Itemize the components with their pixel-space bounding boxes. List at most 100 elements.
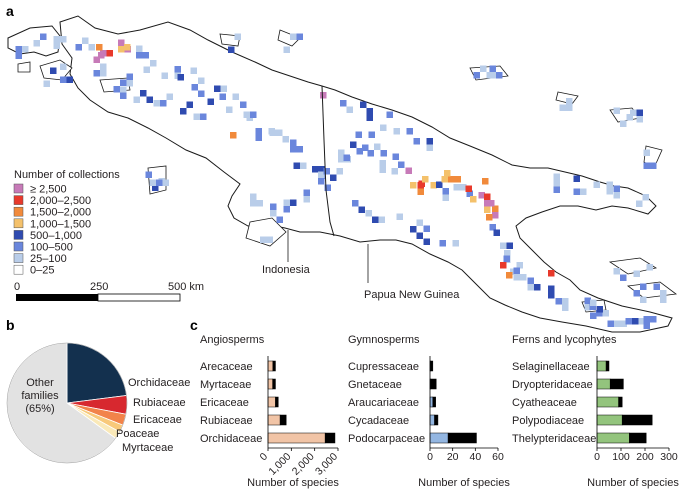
grid-cell [580,188,587,195]
grid-cell [660,290,667,297]
grid-cell [614,320,621,327]
grid-cell [324,184,331,191]
grid-cell [207,98,214,105]
grid-cell [633,270,640,277]
grid-cell [410,226,417,233]
grid-cell [355,131,362,138]
grid-cell [362,144,369,151]
grid-cell [426,144,433,151]
bar-x-tick-label: 0 [258,451,271,464]
scalebar-white [97,293,181,302]
grid-cell [613,192,620,199]
legend-swatch [13,195,24,205]
grid-cell [276,216,283,223]
grid-cell [442,194,449,201]
grid-cell [283,206,290,213]
grid-cell [620,120,627,127]
legend-label: 500–1,000 [30,230,82,242]
grid-cell [643,162,650,169]
grid-cell [607,320,614,327]
grid-cell [640,296,647,303]
grid-cell [269,129,276,136]
grid-cell [243,111,250,118]
grid-cell [318,178,325,185]
grid-cell [606,188,613,195]
grid-cell [180,108,187,115]
bar-category-label: Dryopteridaceae [512,379,593,391]
grid-cell [473,72,480,79]
bar-chart-title: Angiosperms [200,334,265,346]
bar-x-axis-label: Number of species [418,477,510,489]
pie-labels: Orchidaceae Rubiaceae Ericaceae Poaceae Myrt… [116,377,190,454]
grid-cell [250,111,257,118]
bar-x-tick-label: 40 [469,451,481,463]
grid-cell [352,200,359,207]
grid-cell-hotspot [96,44,103,51]
grid-cell [590,299,597,306]
legend-swatch [13,241,24,252]
grid-cell [323,168,330,175]
mainland-outline [59,15,673,333]
grid-cell [174,66,181,73]
bar-segment [267,378,273,390]
grid-cell [527,277,534,284]
grid-cell [566,98,573,105]
bar-segment [618,396,623,408]
grid-cell [510,268,517,275]
grid-cell [448,176,455,183]
grid-cell [214,85,221,92]
legend-label: 100–500 [30,242,73,254]
bar-category-label: Selaginellaceae [512,361,590,373]
legend-swatch [13,253,24,263]
bar-category-label: Podocarpaceae [348,433,425,445]
grid-cell [53,36,60,43]
grid-cell [100,70,107,77]
pie-chart [6,342,128,464]
bar-segment [272,378,276,390]
grid-cell [106,50,113,57]
grid-cell [145,171,152,178]
legend-label: 0–25 [30,265,54,277]
grid-cell [156,179,163,186]
grid-cell [193,113,200,120]
grid-cell [596,310,603,317]
grid-cell [613,185,620,192]
bar-chart-title: Gymnosperms [348,334,420,346]
bar-segment [430,378,437,390]
bar-segment [447,432,477,444]
grid-cell [226,106,233,113]
legend-swatch [13,218,24,229]
pie-slice-label: Orchidaceae [128,377,190,389]
grid-cell [573,175,580,182]
bar-category-label: Cupressaceae [348,361,419,373]
collection-grid [15,33,667,329]
bar-x-tick-label: 60 [492,451,504,463]
grid-cell [162,179,169,186]
grid-cell [638,318,645,325]
grid-cell [374,143,381,150]
grid-cell [66,76,73,83]
bar-segment [279,414,287,426]
grid-cell [150,60,157,67]
grid-cell [219,93,226,100]
grid-cell [630,109,637,116]
grid-cell [93,70,100,77]
grid-cell [453,184,460,191]
grid-cell [423,238,430,245]
bar-segment [267,396,276,408]
grid-cell [255,128,262,135]
grid-cell [200,113,207,120]
grid-cell [430,182,437,189]
grid-cell [146,96,153,103]
grid-cell [379,166,386,173]
grid-cell [368,131,375,138]
grid-cell-hotspot [488,200,495,207]
grid-cell [393,128,400,135]
country-border [321,85,335,237]
grid-cell [480,65,487,72]
bar-segment [596,396,619,408]
grid-cell [312,166,319,173]
grid-cell [553,186,560,193]
grid-cell [118,39,125,46]
grid-cell [416,232,423,239]
